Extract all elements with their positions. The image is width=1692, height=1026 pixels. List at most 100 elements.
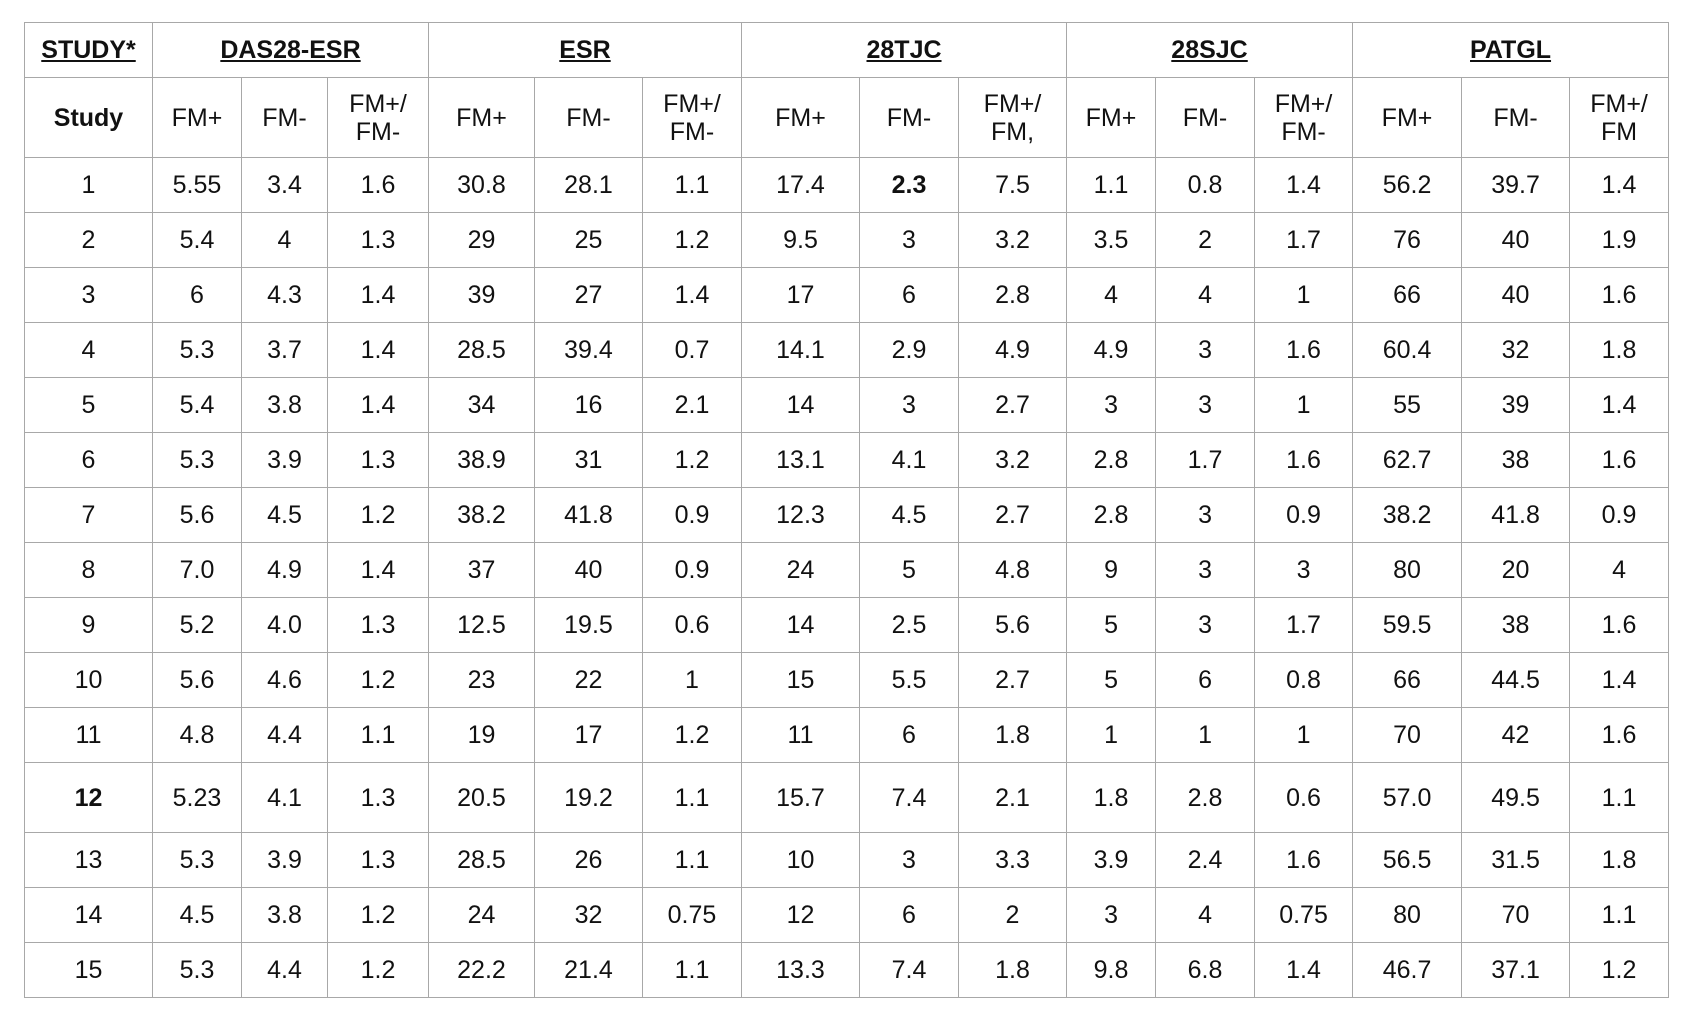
value-cell: 6: [859, 707, 959, 763]
value-cell: 4.9: [1066, 322, 1157, 378]
value-cell: 19.2: [534, 762, 643, 833]
study-cell: 11: [24, 707, 153, 763]
value-cell: 46.7: [1352, 942, 1463, 998]
value-cell: 3: [1254, 542, 1354, 598]
value-cell: 14.1: [741, 322, 860, 378]
table-row: 14 4.5 3.8 1.2 24 32 0.75 12 6 2 3 4 0.75 80 70 1.1: [24, 887, 1670, 943]
value-cell: 4: [1155, 887, 1256, 943]
value-cell: 22: [534, 652, 643, 708]
value-cell: 38.2: [1352, 487, 1463, 543]
value-cell: 0.9: [1254, 487, 1354, 543]
value-cell: 5.4: [152, 377, 242, 433]
value-cell: 4.5: [152, 887, 242, 943]
value-cell: 5.23: [152, 762, 242, 833]
value-cell: 17.4: [741, 157, 860, 213]
value-cell: 39: [428, 267, 535, 323]
value-cell: 1.3: [327, 597, 429, 653]
value-cell: 7.4: [859, 762, 959, 833]
value-cell: 3.7: [241, 322, 328, 378]
value-cell: 1.6: [1254, 432, 1354, 488]
value-cell: 2.7: [957, 487, 1068, 543]
value-cell: 5.3: [152, 322, 242, 378]
column-header: FM+: [1066, 77, 1157, 158]
value-cell: 60.4: [1352, 322, 1463, 378]
value-cell: 6: [1155, 652, 1256, 708]
value-cell: 26: [534, 832, 643, 888]
column-header: FM-: [534, 77, 643, 158]
group-header: 28TJC: [740, 22, 1068, 78]
study-cell: 12: [24, 762, 153, 833]
table-row: 13 5.3 3.9 1.3 28.5 26 1.1 10 3 3.3 3.9 2.4 1.6 56.5 3…: [24, 832, 1670, 888]
value-cell: 3.9: [241, 832, 328, 888]
study-cell: 8: [24, 542, 153, 598]
value-cell: 1.8: [1569, 832, 1670, 888]
column-header: FM+/ FM-: [642, 77, 742, 158]
value-cell: 23: [428, 652, 535, 708]
value-cell: 0.6: [1254, 762, 1354, 833]
value-cell: 0.75: [1254, 887, 1354, 943]
value-cell: 5: [1066, 652, 1157, 708]
value-cell: 5.3: [152, 942, 242, 998]
table-row: 1 5.55 3.4 1.6 30.8 28.1 1.1 17.4 2.3 7.5 1.1 0.8 1.…: [24, 157, 1670, 213]
data-table: STUDY* DAS28-ESR ESR 28TJC 28SJC PATGL Study F…: [24, 22, 1670, 998]
value-cell: 1.7: [1254, 597, 1354, 653]
value-cell: 44.5: [1461, 652, 1571, 708]
value-cell: 20: [1461, 542, 1571, 598]
value-cell: 7.4: [859, 942, 959, 998]
value-cell: 16: [534, 377, 643, 433]
value-cell: 28.5: [428, 322, 535, 378]
value-cell: 1.4: [642, 267, 742, 323]
study-cell: 5: [24, 377, 153, 433]
value-cell: 1.4: [327, 542, 429, 598]
value-cell: 4.3: [241, 267, 328, 323]
value-cell: 66: [1352, 652, 1463, 708]
value-cell: 10: [741, 832, 860, 888]
value-cell: 70: [1352, 707, 1463, 763]
table-row: 15 5.3 4.4 1.2 22.2 21.4 1.1 13.3 7.4 1.8 9.8 6.8 1.…: [24, 942, 1670, 998]
value-cell: 4.1: [241, 762, 328, 833]
value-cell: 38.2: [428, 487, 535, 543]
value-cell: 0.8: [1254, 652, 1354, 708]
column-header: FM+/ FM,: [957, 77, 1068, 158]
value-cell: 1.1: [327, 707, 429, 763]
value-cell: 1: [1066, 707, 1157, 763]
table-row: 11 4.8 4.4 1.1 19 17 1.2 11 6 1.8 1 1 1 70 42 1.6: [24, 707, 1670, 763]
study-cell: 15: [24, 942, 153, 998]
value-cell: 3.4: [241, 157, 328, 213]
value-cell: 1: [1254, 377, 1354, 433]
value-cell: 40: [1461, 212, 1571, 268]
value-cell: 0.6: [642, 597, 742, 653]
value-cell: 1.2: [327, 487, 429, 543]
table-body: 1 5.55 3.4 1.6 30.8 28.1 1.1 17.4 2.3 7.5 1.1 0.8 1.…: [24, 157, 1670, 998]
value-cell: 1.4: [1569, 377, 1670, 433]
value-cell: 1.6: [1254, 832, 1354, 888]
value-cell: 1.8: [957, 942, 1068, 998]
table-row: 12 5.23 4.1 1.3 20.5 19.2 1.1 15.7 7.4 2.1 1.8 2.8 0…: [24, 762, 1670, 833]
value-cell: 1.6: [1569, 707, 1670, 763]
value-cell: 4.5: [859, 487, 959, 543]
value-cell: 5: [1066, 597, 1157, 653]
value-cell: 4.8: [957, 542, 1068, 598]
value-cell: 1.8: [1066, 762, 1157, 833]
group-row: STUDY* DAS28-ESR ESR 28TJC 28SJC PATGL: [24, 22, 1670, 78]
value-cell: 3.3: [957, 832, 1068, 888]
value-cell: 1.2: [642, 707, 742, 763]
column-header: FM+/ FM-: [1254, 77, 1354, 158]
value-cell: 38: [1461, 597, 1571, 653]
value-cell: 4.9: [241, 542, 328, 598]
value-cell: 4: [1569, 542, 1670, 598]
value-cell: 5.3: [152, 832, 242, 888]
value-cell: 0.8: [1155, 157, 1256, 213]
value-cell: 9.8: [1066, 942, 1157, 998]
value-cell: 24: [428, 887, 535, 943]
value-cell: 59.5: [1352, 597, 1463, 653]
value-cell: 13.3: [741, 942, 860, 998]
value-cell: 6: [859, 267, 959, 323]
value-cell: 76: [1352, 212, 1463, 268]
value-cell: 1.2: [327, 942, 429, 998]
value-cell: 4.4: [241, 942, 328, 998]
value-cell: 2.8: [957, 267, 1068, 323]
value-cell: 0.9: [1569, 487, 1670, 543]
table-row: 10 5.6 4.6 1.2 23 22 1 15 5.5 2.7 5 6 0.8 66 44.5 1.4: [24, 652, 1670, 708]
